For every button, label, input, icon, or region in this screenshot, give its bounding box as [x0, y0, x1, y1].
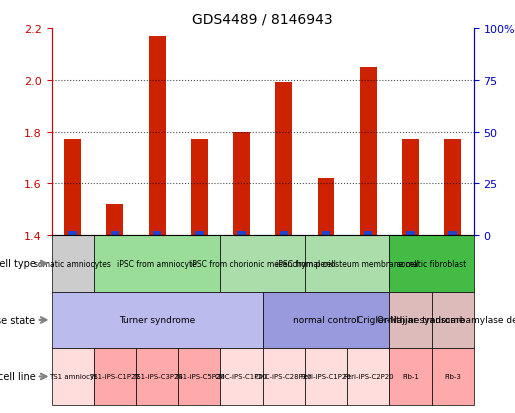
- Text: Peri-iPS-C1P20: Peri-iPS-C1P20: [301, 374, 351, 380]
- Text: TS1 amniocyt: TS1 amniocyt: [49, 374, 96, 380]
- Bar: [280, 232, 288, 235]
- Bar: [237, 232, 246, 235]
- Text: cell type: cell type: [0, 259, 36, 269]
- FancyBboxPatch shape: [389, 235, 474, 292]
- Bar: [111, 232, 119, 235]
- Bar: [402, 140, 419, 235]
- Text: CMC-iPS-C28P20: CMC-iPS-C28P20: [255, 374, 313, 380]
- FancyBboxPatch shape: [178, 349, 220, 405]
- Text: iPSC from periosteum membrane cell: iPSC from periosteum membrane cell: [276, 259, 419, 268]
- Bar: [406, 232, 415, 235]
- Text: Ornithine transcarbamylase defic: Ornithine transcarbamylase defic: [377, 316, 515, 325]
- Text: cell line: cell line: [0, 372, 36, 382]
- Text: TS1-iPS-C3P24: TS1-iPS-C3P24: [132, 374, 182, 380]
- FancyBboxPatch shape: [347, 349, 389, 405]
- FancyBboxPatch shape: [389, 292, 432, 349]
- Bar: [318, 179, 334, 235]
- Bar: [64, 140, 81, 235]
- Text: somatic fibroblast: somatic fibroblast: [397, 259, 466, 268]
- Text: somatic amniocytes: somatic amniocytes: [34, 259, 111, 268]
- Bar: [449, 232, 457, 235]
- FancyBboxPatch shape: [94, 235, 220, 292]
- FancyBboxPatch shape: [136, 349, 178, 405]
- FancyBboxPatch shape: [220, 235, 305, 292]
- Text: normal control: normal control: [293, 316, 359, 325]
- Bar: [444, 140, 461, 235]
- Bar: [195, 232, 203, 235]
- Text: CMC-iPS-C1P20: CMC-iPS-C1P20: [215, 374, 268, 380]
- FancyBboxPatch shape: [305, 235, 389, 292]
- Bar: [149, 37, 165, 235]
- Text: TS1-iPS-C1P22: TS1-iPS-C1P22: [90, 374, 140, 380]
- FancyBboxPatch shape: [432, 292, 474, 349]
- Text: Crigler-Najjar syndrome: Crigler-Najjar syndrome: [357, 316, 464, 325]
- Text: TS1-iPS-C5P20: TS1-iPS-C5P20: [174, 374, 225, 380]
- FancyBboxPatch shape: [220, 349, 263, 405]
- Bar: [233, 132, 250, 235]
- Text: disease state: disease state: [0, 315, 36, 325]
- FancyBboxPatch shape: [52, 292, 263, 349]
- FancyBboxPatch shape: [52, 349, 94, 405]
- FancyBboxPatch shape: [432, 349, 474, 405]
- Text: iPSC from amniocyte: iPSC from amniocyte: [117, 259, 197, 268]
- Bar: [360, 68, 376, 235]
- Text: Fib-3: Fib-3: [444, 374, 461, 380]
- Title: GDS4489 / 8146943: GDS4489 / 8146943: [192, 12, 333, 26]
- Bar: [322, 232, 330, 235]
- FancyBboxPatch shape: [389, 349, 432, 405]
- FancyBboxPatch shape: [52, 235, 94, 292]
- FancyBboxPatch shape: [94, 349, 136, 405]
- Text: iPSC from chorionic mesenchymal cell: iPSC from chorionic mesenchymal cell: [190, 259, 336, 268]
- FancyBboxPatch shape: [263, 349, 305, 405]
- Bar: [364, 232, 372, 235]
- Text: Fib-1: Fib-1: [402, 374, 419, 380]
- Bar: [276, 83, 292, 235]
- FancyBboxPatch shape: [263, 292, 389, 349]
- Text: Turner syndrome: Turner syndrome: [119, 316, 195, 325]
- Bar: [107, 204, 123, 235]
- FancyBboxPatch shape: [305, 349, 347, 405]
- Text: Peri-iPS-C2P20: Peri-iPS-C2P20: [343, 374, 393, 380]
- Bar: [153, 232, 161, 235]
- Bar: [191, 140, 208, 235]
- Bar: [68, 232, 77, 235]
